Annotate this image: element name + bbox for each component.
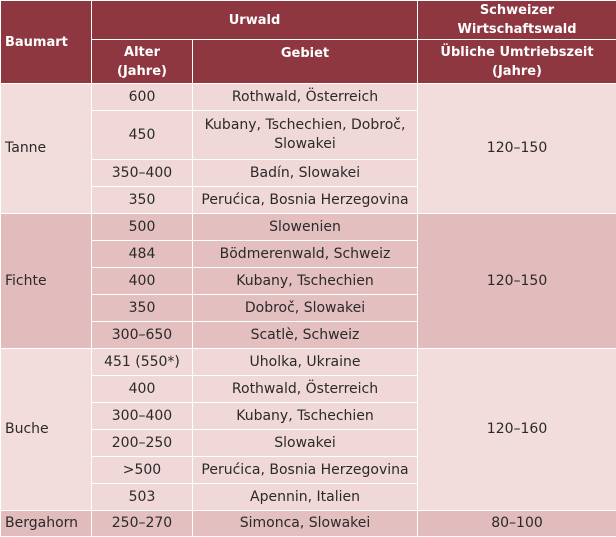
area-cell: Simonca, Slowakei xyxy=(193,511,418,537)
age-cell: 600 xyxy=(92,84,193,111)
age-cell: >500 xyxy=(92,457,193,484)
area-cell: Slowakei xyxy=(193,430,418,457)
group-fichte: Fichte 500 Slowenien 120–150 484 Bödmere… xyxy=(1,214,616,349)
area-cell: Badín, Slowakei xyxy=(193,160,418,187)
table-row: Tanne 600 Rothwald, Österreich 120–150 xyxy=(1,84,616,111)
age-cell: 350 xyxy=(92,187,193,214)
table-row: Bergahorn 250–270 Simonca, Slowakei 80–1… xyxy=(1,511,616,537)
area-cell: Kubany, Tschechien xyxy=(193,268,418,295)
group-bergahorn: Bergahorn 250–270 Simonca, Slowakei 80–1… xyxy=(1,511,616,537)
group-buche: Buche 451 (550*) Uholka, Ukraine 120–160… xyxy=(1,349,616,511)
age-cell: 200–250 xyxy=(92,430,193,457)
header-alter-line2: (Jahre) xyxy=(117,64,167,79)
species-cell: Bergahorn xyxy=(1,511,92,537)
header-urwald: Urwald xyxy=(92,1,418,40)
age-cell: 500 xyxy=(92,214,193,241)
area-cell: Uholka, Ukraine xyxy=(193,349,418,376)
age-cell: 400 xyxy=(92,268,193,295)
header-alter: Alter (Jahre) xyxy=(92,40,193,84)
cycle-cell: 120–150 xyxy=(418,84,616,214)
table-row: Fichte 500 Slowenien 120–150 xyxy=(1,214,616,241)
table-header: Baumart Urwald Schweizer Wirtschaftswald… xyxy=(1,1,616,84)
header-alter-line1: Alter xyxy=(124,45,160,60)
species-cell: Buche xyxy=(1,349,92,511)
header-umtrieb-line2: (Jahre) xyxy=(492,64,542,79)
group-tanne: Tanne 600 Rothwald, Österreich 120–150 4… xyxy=(1,84,616,214)
area-cell: Scatlè, Schweiz xyxy=(193,322,418,349)
age-cell: 484 xyxy=(92,241,193,268)
age-cell: 350 xyxy=(92,295,193,322)
area-cell: Kubany, Tschechien, Dobroč, Slowakei xyxy=(193,111,418,160)
header-wirtschaftswald: Schweizer Wirtschaftswald xyxy=(418,1,616,40)
age-cell: 450 xyxy=(92,111,193,160)
area-cell: Rothwald, Österreich xyxy=(193,376,418,403)
area-cell: Kubany, Tschechien xyxy=(193,403,418,430)
species-cell: Fichte xyxy=(1,214,92,349)
age-cell: 451 (550*) xyxy=(92,349,193,376)
area-line2: Slowakei xyxy=(274,136,335,152)
species-cell: Tanne xyxy=(1,84,92,214)
age-cell: 350–400 xyxy=(92,160,193,187)
cycle-cell: 80–100 xyxy=(418,511,616,537)
area-cell: Perućica, Bosnia Herzegovina xyxy=(193,457,418,484)
area-cell: Bödmerenwald, Schweiz xyxy=(193,241,418,268)
area-cell: Slowenien xyxy=(193,214,418,241)
header-gebiet: Gebiet xyxy=(193,40,418,84)
age-cell: 300–400 xyxy=(92,403,193,430)
area-line1: Kubany, Tschechien, Dobroč, xyxy=(205,117,406,133)
age-cell: 300–650 xyxy=(92,322,193,349)
age-cell: 250–270 xyxy=(92,511,193,537)
age-cell: 400 xyxy=(92,376,193,403)
cycle-cell: 120–160 xyxy=(418,349,616,511)
area-cell: Rothwald, Österreich xyxy=(193,84,418,111)
table-row: Buche 451 (550*) Uholka, Ukraine 120–160 xyxy=(1,349,616,376)
area-cell: Apennin, Italien xyxy=(193,484,418,511)
area-cell: Perućica, Bosnia Herzegovina xyxy=(193,187,418,214)
age-cell: 503 xyxy=(92,484,193,511)
header-baumart: Baumart xyxy=(1,1,92,84)
area-cell: Dobroč, Slowakei xyxy=(193,295,418,322)
header-umtriebszeit: Übliche Umtriebszeit (Jahre) xyxy=(418,40,616,84)
cycle-cell: 120–150 xyxy=(418,214,616,349)
header-umtrieb-line1: Übliche Umtriebszeit xyxy=(440,45,593,60)
